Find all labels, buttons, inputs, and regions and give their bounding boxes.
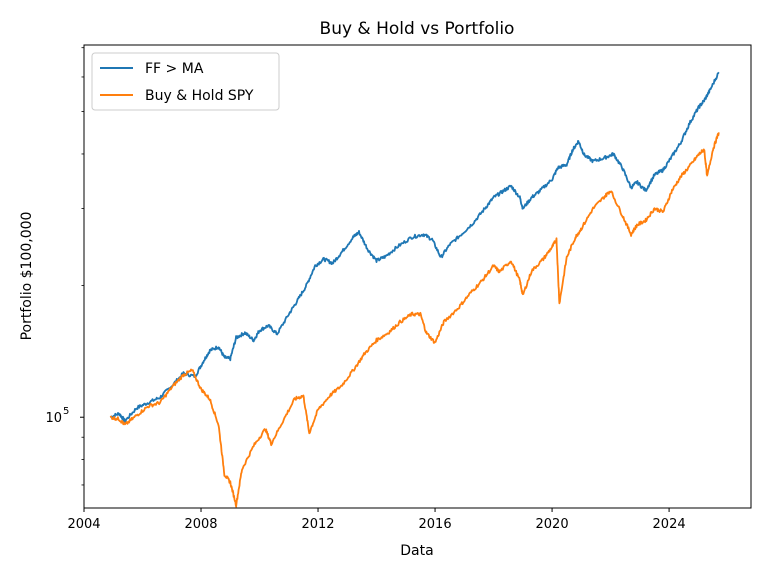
y-tick-label-base: 10 xyxy=(45,411,62,426)
series-layer xyxy=(109,71,720,508)
series-line-ff-ma xyxy=(110,71,720,423)
x-tick-label: 2008 xyxy=(184,517,217,532)
x-tick-label: 2016 xyxy=(419,517,452,532)
legend-box xyxy=(91,52,280,111)
legend-label-ff-ma: FF > MA xyxy=(145,61,204,77)
chart-title: Buy & Hold vs Portfolio xyxy=(320,19,515,39)
series-line-buy-hold-spy xyxy=(109,132,720,508)
x-tick-label: 2004 xyxy=(67,517,100,532)
plot-frame xyxy=(83,44,752,509)
x-tick-label: 2024 xyxy=(653,517,686,532)
legend-label-buy-hold-spy: Buy & Hold SPY xyxy=(145,88,254,104)
legend: FF > MA Buy & Hold SPY xyxy=(91,52,280,111)
y-axis-label: Portfolio $100,000 xyxy=(19,212,35,341)
y-tick-label-exponent: 5 xyxy=(63,406,69,417)
x-axis-label: Data xyxy=(400,543,433,559)
x-tick-label: 2020 xyxy=(536,517,569,532)
x-tick-label: 2012 xyxy=(301,517,334,532)
